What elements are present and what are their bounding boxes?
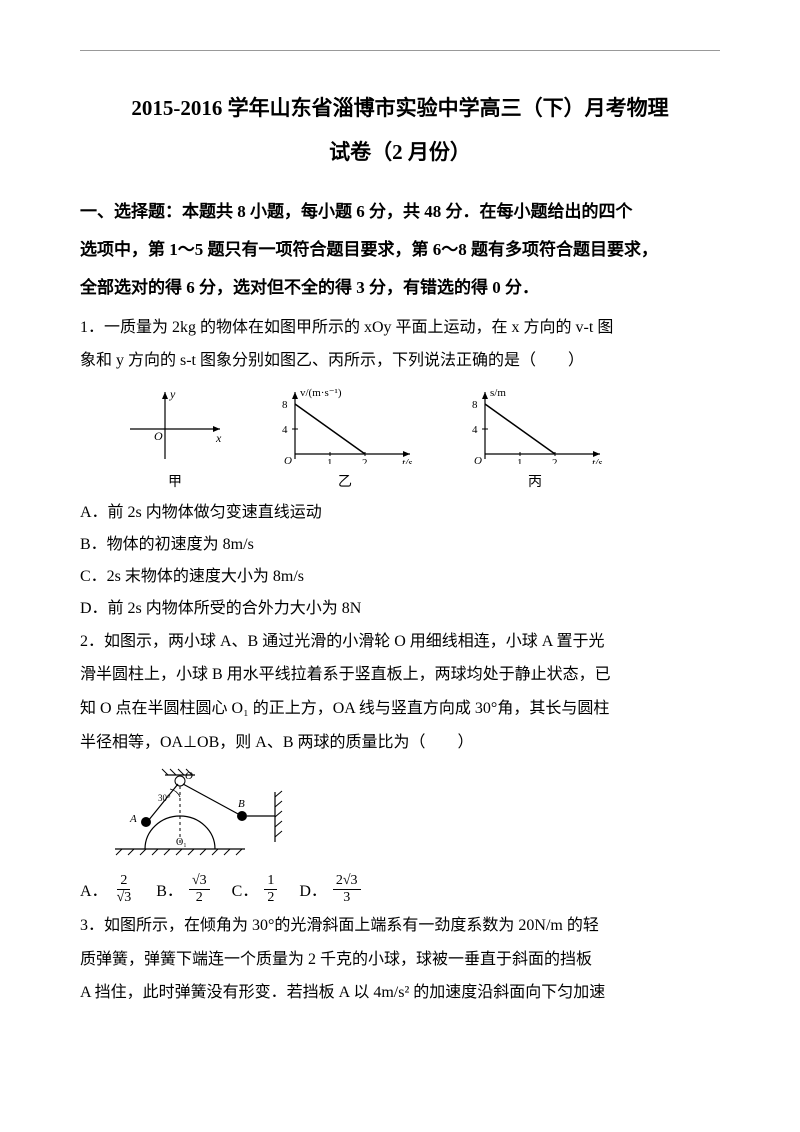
fig-yi-caption: 乙 [270,471,420,491]
q2-opt-a-frac: 2 √3 [114,873,135,905]
svg-text:2: 2 [362,457,368,464]
svg-text:8: 8 [472,399,478,411]
q3-line2: 质弹簧，弹簧下端连一个质量为 2 千克的小球，球被一垂直于斜面的挡板 [80,943,720,977]
q1-opt-a: A．前 2s 内物体做匀变速直线运动 [80,497,720,529]
svg-text:1: 1 [517,457,523,464]
fig-jia: y x O 甲 [120,384,230,491]
title-sub: 试卷（2 月份） [80,136,720,166]
title-main: 2015-2016 学年山东省淄博市实验中学高三（下）月考物理 [80,90,720,128]
fig-bing: s/m t/s 8 4 1 2 O 丙 [460,384,610,491]
svg-text:x: x [215,431,222,445]
svg-text:O: O [284,455,292,464]
q3-line3: A 挡住，此时弹簧没有形变．若挡板 A 以 4m/s² 的加速度沿斜面向下匀加速 [80,976,720,1010]
q2-line4: 半径相等，OA⊥OB，则 A、B 两球的质量比为（ ） [80,726,720,760]
svg-text:v/(m·s⁻¹): v/(m·s⁻¹) [300,387,342,399]
svg-text:t/s: t/s [592,457,602,464]
svg-text:t/s: t/s [402,457,412,464]
q2-options: A． 2 √3 B． √3 2 C． 1 2 D． 2√3 3 [80,873,720,905]
svg-text:O: O [185,770,193,782]
q1-line2: 象和 y 方向的 s-t 图象分别如图乙、丙所示，下列说法正确的是（ ） [80,344,720,378]
fig-bing-svg: s/m t/s 8 4 1 2 O [460,384,610,464]
fig-yi: v/(m·s⁻¹) t/s 8 4 1 2 O 乙 [270,384,420,491]
fig-jia-caption: 甲 [120,471,230,491]
instructions-line2: 选项中，第 1～5 题只有一项符合题目要求，第 6～8 题有多项符合题目要求， [80,234,720,266]
q1-opt-d: D．前 2s 内物体所受的合外力大小为 8N [80,593,720,625]
q1-options: A．前 2s 内物体做匀变速直线运动 B．物体的初速度为 8m/s C．2s 末… [80,497,720,625]
q2-diagram: O O₁ 30° A B [110,767,720,867]
svg-text:2: 2 [552,457,558,464]
q2-line3: 知 O 点在半圆柱圆心 O₁ 的正上方，OA 线与竖直方向成 30°角，其长与圆… [80,692,720,726]
svg-text:4: 4 [282,424,288,436]
q2-line2: 滑半圆柱上，小球 B 用水平线拉着系于竖直板上，两球均处于静止状态，已 [80,658,720,692]
q2-opt-d-label: D． [299,877,327,901]
q2-opt-a-label: A． [80,877,108,901]
q2-opt-c-label: C． [232,877,259,901]
svg-text:y: y [169,387,176,401]
svg-text:4: 4 [472,424,478,436]
q1-opt-c: C．2s 末物体的速度大小为 8m/s [80,561,720,593]
svg-text:s/m: s/m [490,387,506,399]
svg-text:O₁: O₁ [176,837,187,848]
svg-text:B: B [238,798,245,810]
svg-text:8: 8 [282,399,288,411]
svg-text:A: A [129,813,137,825]
q2-opt-b-label: B． [156,877,183,901]
q2-opt-c-frac: 1 2 [264,873,277,905]
svg-text:O: O [154,429,163,443]
header-rule [80,50,720,51]
q1-opt-b: B．物体的初速度为 8m/s [80,529,720,561]
svg-text:1: 1 [327,457,333,464]
fig-jia-svg: y x O [120,384,230,464]
fig-yi-svg: v/(m·s⁻¹) t/s 8 4 1 2 O [270,384,420,464]
q3-line1: 3．如图所示，在倾角为 30°的光滑斜面上端系有一劲度系数为 20N/m 的轻 [80,909,720,943]
q2-line1: 2．如图示，两小球 A、B 通过光滑的小滑轮 O 用细线相连，小球 A 置于光 [80,625,720,659]
q2-opt-d-frac: 2√3 3 [333,873,361,905]
svg-text:O: O [474,455,482,464]
instructions-line1: 一、选择题：本题共 8 小题，每小题 6 分，共 48 分．在每小题给出的四个 [80,196,720,228]
q1-figures: y x O 甲 v/(m·s⁻¹) t/s 8 4 1 2 O 乙 [120,384,720,491]
q2-diagram-svg: O O₁ 30° A B [110,767,310,862]
fig-bing-caption: 丙 [460,471,610,491]
q2-opt-b-frac: √3 2 [189,873,210,905]
q1-line1: 1．一质量为 2kg 的物体在如图甲所示的 xOy 平面上运动，在 x 方向的 … [80,311,720,345]
instructions-line3: 全部选对的得 6 分，选对但不全的得 3 分，有错选的得 0 分． [80,272,720,304]
